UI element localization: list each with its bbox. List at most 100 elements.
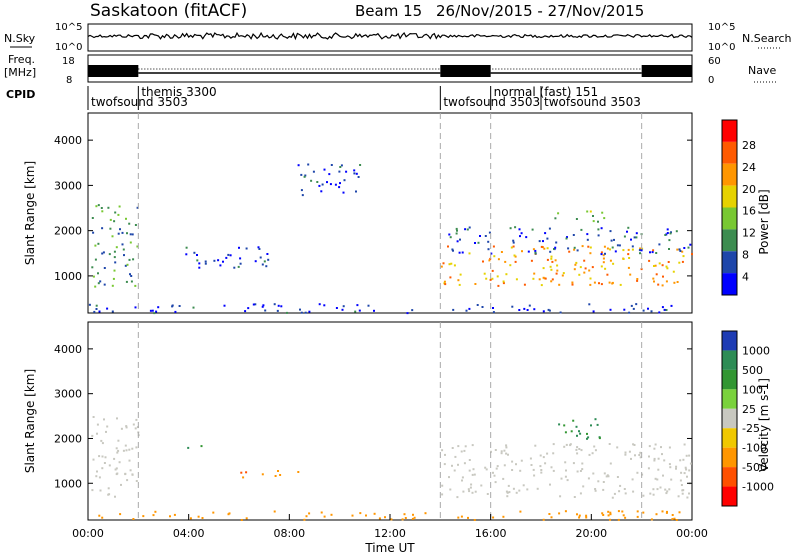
- velocity-cell-3-36: [506, 491, 509, 494]
- power-cell-2-22: [310, 179, 313, 182]
- velocity-cell-3-169: [552, 469, 555, 472]
- power-cell-4-2: [527, 250, 530, 253]
- power-cell-6-66: [609, 308, 612, 311]
- power-cell-3-115: [497, 284, 500, 287]
- power-cell-1-19: [193, 251, 196, 254]
- velocity-cell-3-164: [564, 475, 567, 478]
- power-cell-3-143: [542, 276, 545, 279]
- power-cell-3-12: [653, 280, 655, 283]
- power-cell-2-14: [353, 172, 356, 175]
- velocity-cell-3-119: [634, 454, 636, 457]
- power-cell-3-28: [589, 283, 592, 286]
- power-cell-3-138: [532, 277, 535, 280]
- power-cell-6-47: [95, 304, 98, 307]
- power-cell-2-12: [340, 164, 343, 167]
- velocity-cell-5-50: [642, 511, 645, 514]
- power-cell-0-0: [122, 248, 125, 251]
- power-cell-3-113: [505, 273, 508, 276]
- velocity-cell-5-64: [609, 513, 612, 516]
- velocity-cell-3-56: [550, 466, 553, 469]
- power-cell-6-26: [153, 312, 156, 315]
- power-cell-0-9: [128, 258, 131, 261]
- velocity-cbar-tick-6: -500: [742, 461, 767, 474]
- velocity-cell-3-68: [463, 462, 466, 465]
- power-cell-6-49: [661, 306, 664, 309]
- power-cell-6-40: [632, 307, 635, 310]
- power-cell-2-5: [339, 182, 341, 185]
- power-cell-6-35: [492, 311, 495, 314]
- power-cell-4-72: [484, 235, 487, 237]
- velocity-cell-5-43: [373, 512, 376, 515]
- velocity-cell-3-92: [591, 452, 594, 455]
- velocity-cell-3-187: [559, 495, 562, 498]
- power-cell-3-90: [602, 261, 605, 264]
- velocity-cell-5-47: [671, 518, 674, 521]
- power-cell-4-39: [490, 252, 493, 255]
- power-cell-3-22: [571, 283, 574, 286]
- power-cell-6-60: [192, 306, 195, 309]
- power-cell-0-27: [129, 233, 132, 236]
- velocity-cell-3-102: [664, 488, 667, 491]
- velocity-cell-3-58: [539, 454, 542, 457]
- velocity-cell-3-152: [474, 490, 477, 493]
- power-cell-3-67: [485, 277, 488, 280]
- velocity-cell-3-157: [579, 470, 582, 472]
- power-cell-6-30: [280, 305, 283, 308]
- velocity-cell-5-76: [617, 510, 620, 513]
- power-cell-0-26: [97, 272, 99, 275]
- power-cell-3-86: [600, 283, 603, 286]
- velocity-cell-3-98: [468, 459, 471, 461]
- velocity-cell-1-2: [297, 471, 300, 473]
- power-cell-6-25: [356, 304, 359, 307]
- power-cell-3-54: [491, 277, 494, 280]
- velocity-cell-3-74: [564, 461, 567, 464]
- velocity-cell-3-129: [536, 487, 539, 490]
- velocity-cell-5-66: [152, 514, 155, 517]
- velocity-cell-5-29: [602, 514, 605, 516]
- power-cell-3-142: [658, 262, 661, 265]
- power-cell-6-72: [526, 309, 529, 311]
- velocity-cell-5-46: [622, 514, 625, 517]
- noise-tick-right-top: 10^5: [708, 22, 735, 33]
- power-cell-4-95: [668, 248, 670, 250]
- power-cell-4-43: [604, 252, 606, 255]
- velocity-cell-3-20: [605, 475, 608, 478]
- power-cell-3-108: [678, 261, 681, 264]
- velocity-cell-5-10: [390, 518, 393, 521]
- power-cell-2-29: [343, 179, 346, 182]
- power-cell-4-66: [519, 235, 521, 238]
- velocity-cell-3-199: [518, 489, 521, 492]
- power-cell-1-1: [237, 265, 240, 268]
- power-cbar-tick-0: 28: [742, 139, 756, 152]
- velocity-cell-4-14: [579, 432, 582, 435]
- velocity-cell-5-42: [550, 516, 553, 519]
- power-cell-0-55: [126, 232, 128, 235]
- power-cell-4-17: [518, 228, 521, 231]
- power-cell-4-24: [449, 236, 452, 239]
- power-cell-3-84: [587, 245, 590, 248]
- velocity-cell-0-18: [107, 487, 110, 490]
- power-cell-6-22: [223, 304, 226, 307]
- power-cell-3-144: [603, 245, 606, 248]
- power-cell-3-66: [540, 284, 543, 287]
- x-ticklabel-1: 04:00: [173, 527, 205, 540]
- velocity-cell-3-149: [624, 451, 627, 454]
- velocity-cell-5-35: [650, 518, 653, 521]
- power-cell-1-5: [233, 266, 236, 269]
- freq-block-1: [440, 65, 491, 77]
- power-cell-3-30: [474, 283, 477, 285]
- power-cell-4-35: [669, 232, 672, 235]
- velocity-cell-3-153: [660, 446, 662, 449]
- power-cell-3-62: [546, 247, 549, 250]
- power-cell-2-21: [329, 183, 332, 186]
- velocity-cell-0-22: [108, 493, 111, 496]
- velocity-cell-3-1: [624, 492, 627, 495]
- power-cell-3-79: [593, 281, 596, 284]
- power-cell-0-48: [112, 277, 115, 280]
- vel-yaxis-ticklabel-1: 2000: [54, 432, 82, 445]
- power-cell-3-135: [666, 267, 669, 270]
- noise-sky-trace: [87, 31, 693, 41]
- velocity-cell-0-28: [117, 449, 120, 452]
- power-cbar-swatch-0: [722, 120, 737, 142]
- power-cell-6-12: [373, 309, 375, 312]
